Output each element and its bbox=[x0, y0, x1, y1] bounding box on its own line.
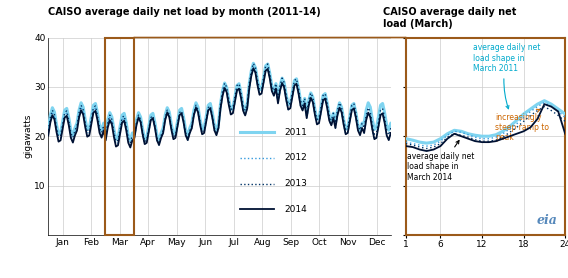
Text: eia: eia bbox=[537, 214, 557, 227]
Point bbox=[61, 231, 68, 235]
Text: increasingly
steep ramp to
peak: increasingly steep ramp to peak bbox=[495, 109, 549, 142]
Text: CAISO average daily net
load (March): CAISO average daily net load (March) bbox=[383, 7, 516, 29]
Point bbox=[64, 233, 70, 236]
Point bbox=[61, 232, 68, 235]
Bar bbox=[106, 38, 134, 235]
Point bbox=[64, 231, 70, 235]
Text: CAISO average daily net load by month (2011-14): CAISO average daily net load by month (2… bbox=[48, 7, 321, 17]
Text: 2014: 2014 bbox=[285, 205, 307, 214]
Text: average daily net
load shape in
March 2014: average daily net load shape in March 20… bbox=[407, 141, 475, 182]
Text: 2012: 2012 bbox=[285, 153, 307, 162]
Y-axis label: gigawatts: gigawatts bbox=[24, 114, 32, 158]
Point bbox=[64, 232, 70, 235]
Point bbox=[61, 231, 68, 234]
Text: average daily net
load shape in
March 2011: average daily net load shape in March 20… bbox=[473, 43, 540, 109]
Point bbox=[61, 233, 68, 236]
Point bbox=[64, 231, 70, 234]
Text: 2013: 2013 bbox=[285, 179, 307, 188]
Text: 2011: 2011 bbox=[285, 128, 307, 137]
